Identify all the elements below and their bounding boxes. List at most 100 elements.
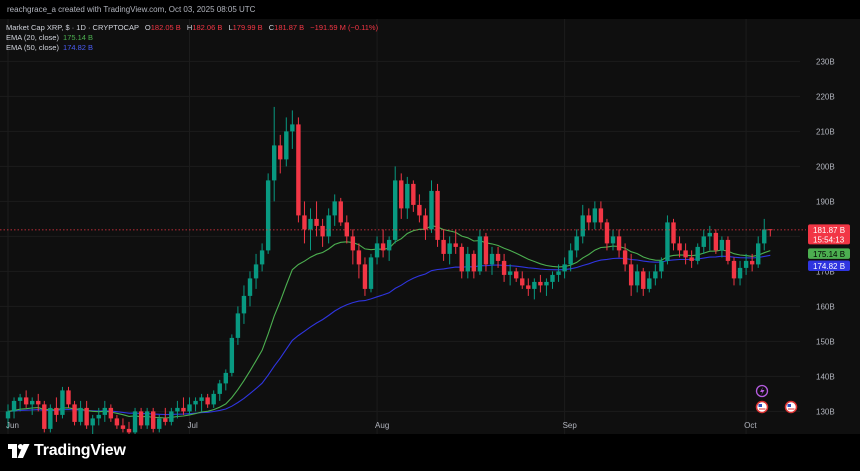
candle-body — [163, 418, 168, 422]
candle — [683, 243, 688, 265]
candle — [622, 243, 628, 272]
candle — [647, 271, 652, 293]
candle-body — [368, 257, 374, 289]
candle — [441, 229, 446, 261]
lightning-event-icon[interactable] — [755, 384, 769, 398]
price-tick-label: 150B — [816, 337, 835, 346]
candle-body — [259, 250, 265, 265]
candle-body — [483, 236, 489, 265]
candle — [211, 390, 216, 408]
candle — [580, 204, 585, 244]
date-tick-label: Sep — [563, 421, 578, 430]
ema20-value: 175.14 B — [63, 33, 94, 42]
candle — [23, 390, 29, 408]
candle-body — [447, 243, 452, 254]
candle — [719, 236, 725, 258]
candle — [731, 257, 737, 286]
candle — [665, 215, 670, 265]
candle — [247, 271, 253, 307]
candle — [60, 386, 65, 419]
candle-body — [671, 222, 676, 244]
candle — [350, 229, 356, 265]
candle-body — [350, 236, 356, 251]
candle — [120, 418, 126, 433]
candle — [556, 264, 561, 282]
candle — [11, 397, 17, 419]
us-flag-event-icon[interactable] — [784, 400, 798, 414]
candle-body — [453, 243, 458, 247]
candle-body — [199, 397, 204, 401]
candle — [66, 386, 71, 408]
candle — [151, 407, 156, 433]
candle-body — [628, 264, 634, 286]
candle — [459, 243, 464, 279]
candle-body — [193, 400, 198, 405]
candle — [471, 250, 477, 279]
candle — [737, 260, 743, 286]
date-tick-label: Aug — [375, 421, 389, 430]
candle-body — [362, 264, 368, 289]
candle — [48, 404, 53, 433]
candle — [399, 173, 404, 219]
candle — [635, 264, 640, 293]
candle — [592, 201, 598, 230]
candle-body — [278, 145, 283, 160]
candlestick-chart[interactable]: 130B140B150B160B170B180B190B200B210B220B… — [0, 19, 860, 434]
price-tick-label: 210B — [816, 127, 835, 136]
candle-body — [489, 253, 495, 265]
candle-body — [641, 271, 646, 289]
candle-body — [622, 250, 628, 265]
change-value: −191.59 M (−0.11%) — [310, 23, 379, 32]
price-axis[interactable]: 130B140B150B160B170B180B190B200B210B220B… — [808, 57, 850, 416]
candle-body — [326, 215, 331, 237]
candle-body — [138, 411, 144, 426]
candle — [380, 229, 386, 258]
candle-body — [344, 222, 349, 237]
candle-body — [205, 397, 210, 405]
candle — [78, 400, 83, 426]
time-axis[interactable]: Jun Jul Aug Sep Oct — [6, 421, 757, 430]
candle-body — [302, 215, 307, 230]
candle — [514, 267, 519, 282]
candle-body — [229, 337, 235, 373]
candle-body — [459, 246, 464, 272]
tradingview-mark-icon — [8, 444, 30, 458]
event-markers — [755, 384, 798, 414]
candle — [538, 274, 543, 293]
candle-body — [380, 243, 386, 251]
candle-body — [314, 218, 319, 226]
legend-ema50-row[interactable]: EMA (50, close) 174.82 B — [6, 43, 378, 53]
candle-body — [659, 260, 664, 272]
candle — [199, 393, 204, 412]
candle-body — [423, 215, 428, 230]
candle-body — [689, 257, 694, 261]
candle — [562, 257, 567, 279]
candle-body — [405, 183, 410, 209]
candle-body — [36, 400, 41, 405]
candle — [17, 393, 23, 412]
symbol-name[interactable]: Market Cap XRP, $ · 1D · CRYPTOCAP — [6, 23, 139, 32]
price-tick-label: 170B — [816, 267, 835, 276]
candle-body — [507, 271, 513, 275]
candle — [423, 208, 428, 240]
candle — [84, 400, 89, 429]
last-price-tag-bg — [808, 224, 850, 245]
candle-body — [108, 407, 114, 419]
us-flag-event-icon[interactable] — [755, 400, 769, 414]
candle — [320, 218, 325, 247]
legend-ema20-row[interactable]: EMA (20, close) 175.14 B — [6, 33, 378, 43]
candle-body — [374, 243, 380, 258]
candle — [411, 180, 416, 212]
low-value: 179.99 B — [232, 23, 263, 32]
candle — [417, 194, 422, 223]
chart-panel[interactable]: Market Cap XRP, $ · 1D · CRYPTOCAP O182.… — [0, 19, 860, 434]
candle — [598, 201, 604, 230]
candle-body — [399, 180, 404, 209]
ema20-tag-bg — [808, 248, 850, 259]
candle-body — [96, 414, 101, 419]
candle — [489, 246, 495, 275]
candle — [326, 208, 331, 244]
candle-body — [223, 372, 228, 384]
candle-body — [84, 407, 89, 426]
candle — [713, 229, 719, 254]
